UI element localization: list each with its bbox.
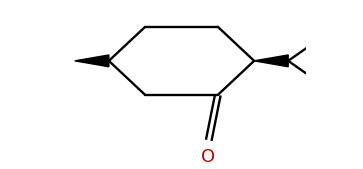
Text: O: O [200, 148, 215, 166]
Polygon shape [75, 55, 109, 67]
Polygon shape [254, 55, 288, 67]
